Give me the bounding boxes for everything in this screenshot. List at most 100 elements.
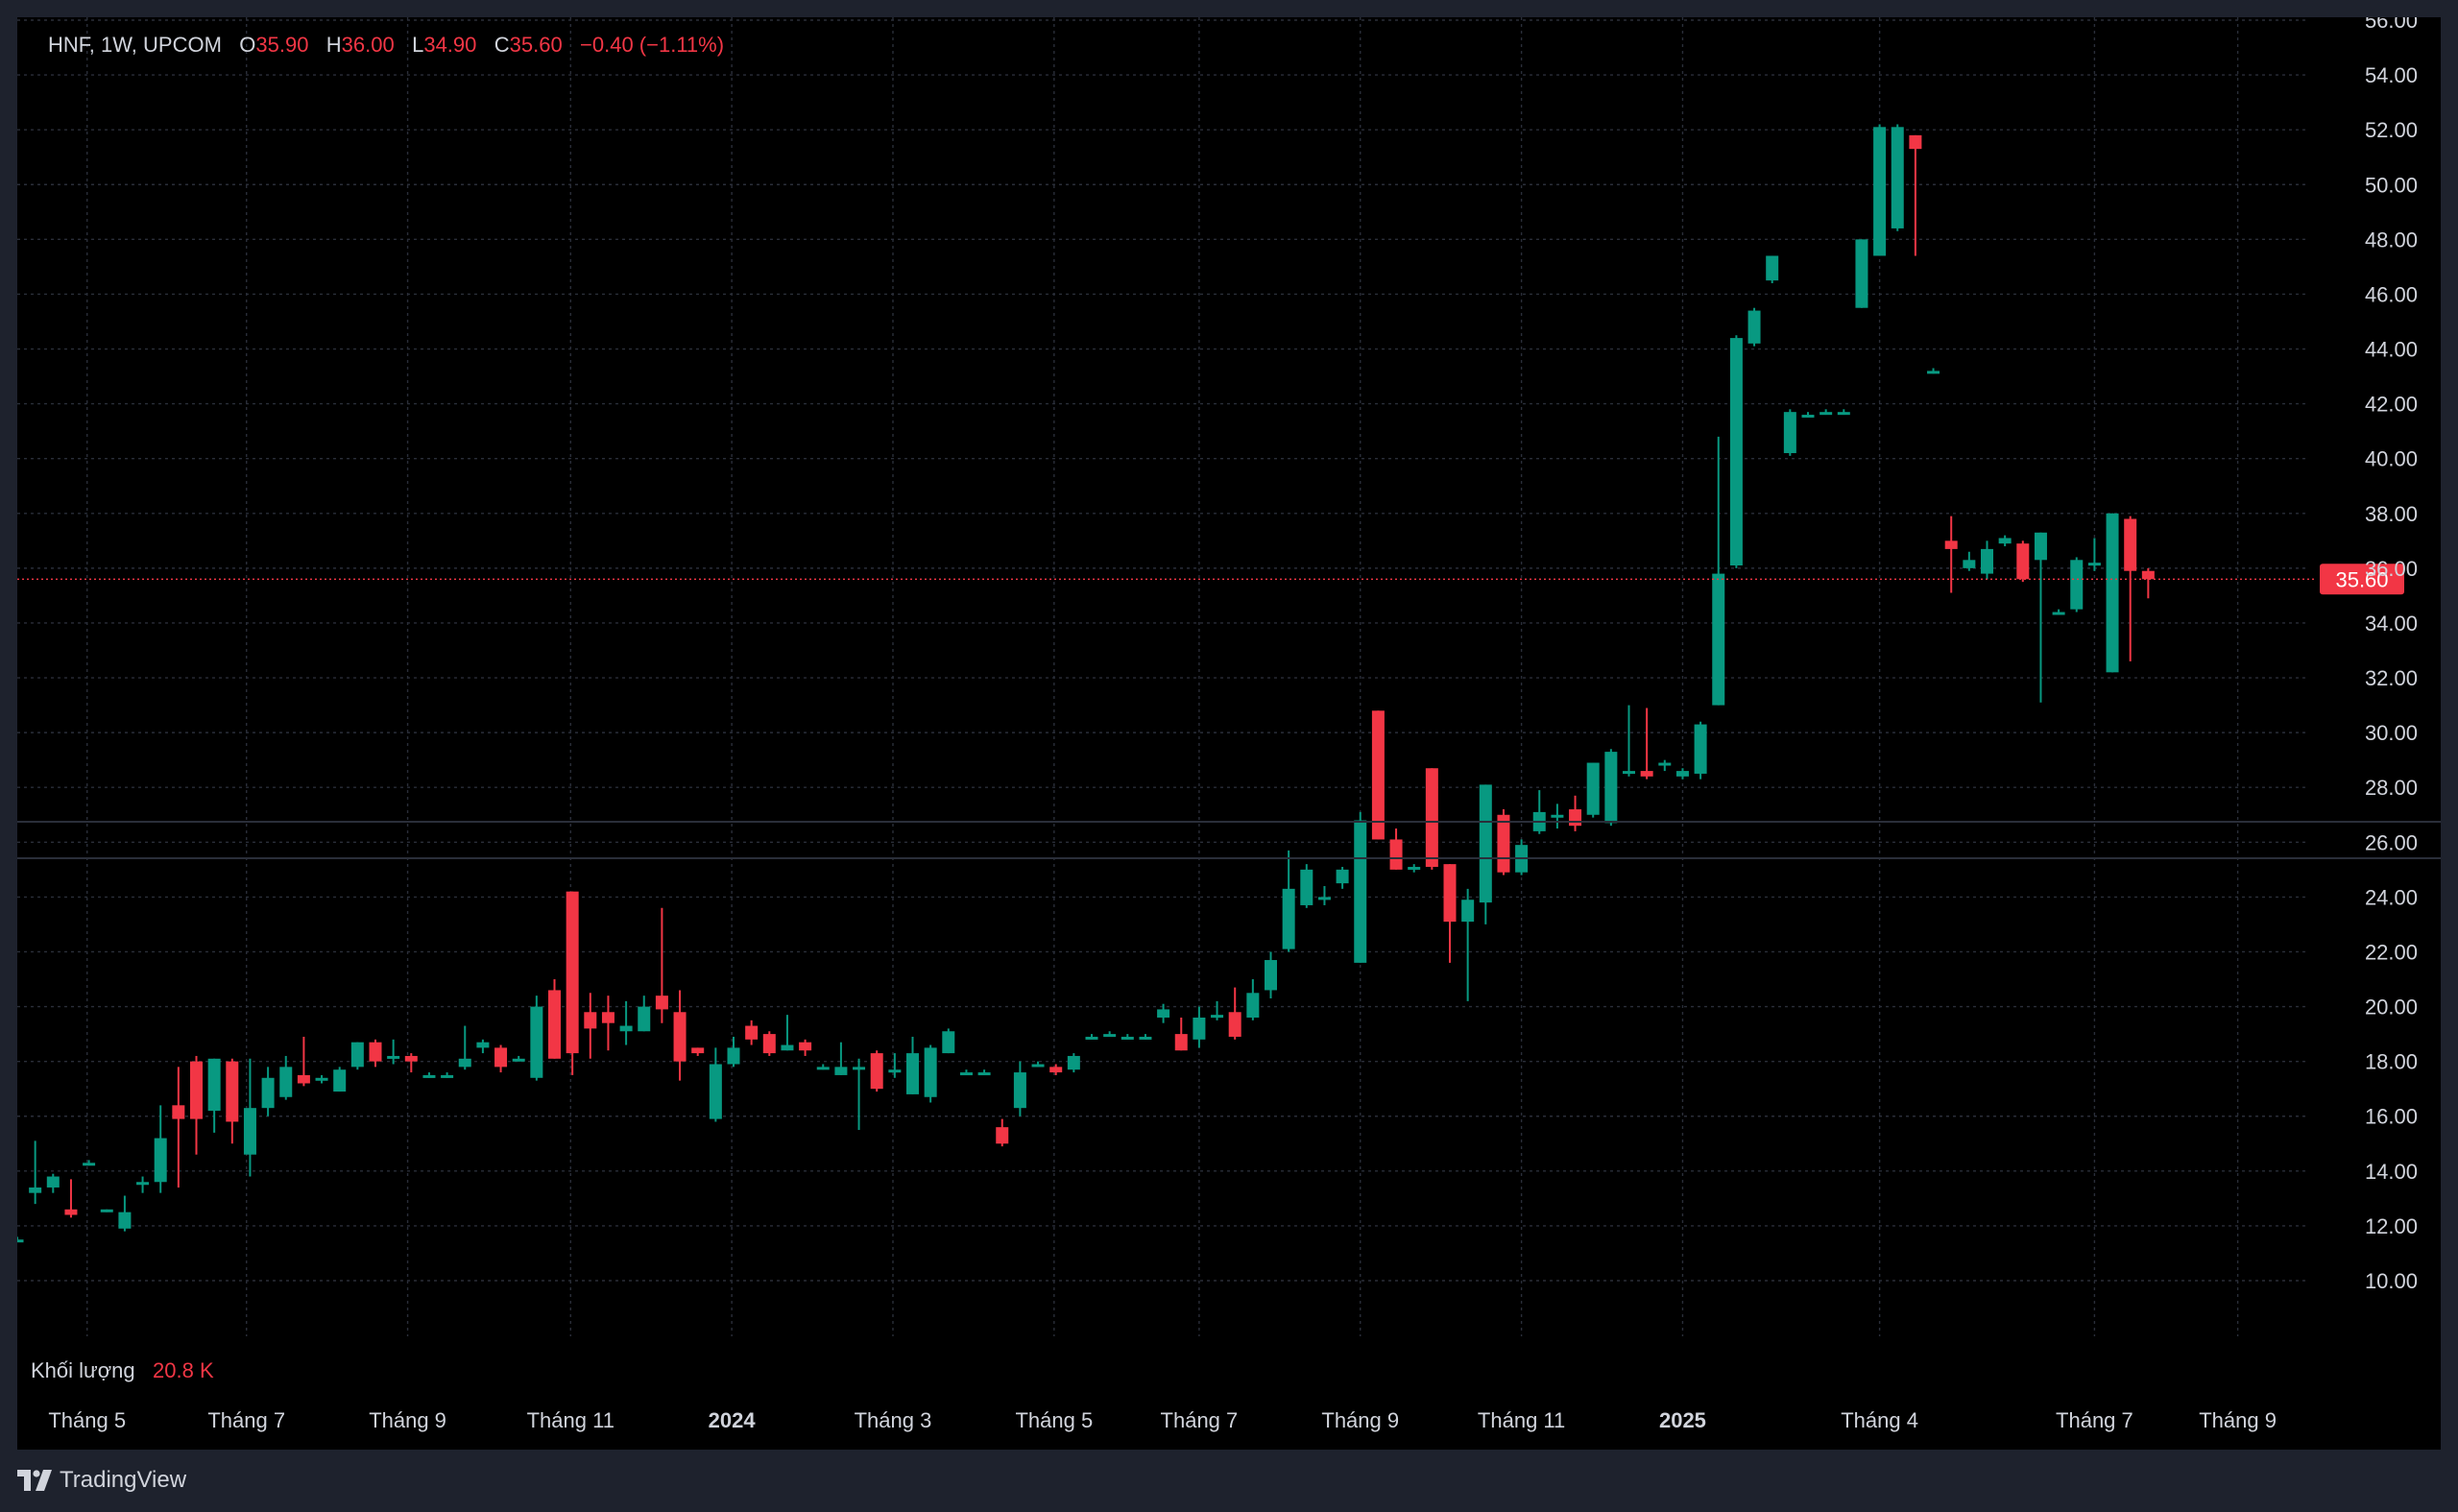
candle-body [1623,771,1635,775]
candle [1981,540,1993,580]
candle [1586,762,1600,818]
candle [2034,532,2047,703]
y-tick-label: 20.00 [2365,996,2418,1020]
candle [619,1000,633,1045]
candle [1228,987,1241,1040]
candle-body [29,1187,42,1193]
tradingview-logo[interactable]: TradingView [17,1467,186,1494]
candle [959,1069,973,1076]
candle [1443,864,1457,963]
candle [1783,409,1796,456]
candle [1085,1034,1098,1040]
y-tick-label: 26.00 [2365,830,2418,854]
candle [422,1072,436,1078]
candle-body [333,1069,347,1092]
candle-body [1103,1034,1117,1038]
candle-body [638,1006,651,1032]
candle-body [279,1067,293,1097]
candle [1013,1061,1026,1116]
candle-body [1747,310,1761,344]
candle-body [494,1047,508,1068]
x-tick-label: Tháng 11 [527,1408,614,1432]
candle-body [1211,1015,1224,1019]
candle-body [709,1064,722,1119]
candle [942,1028,955,1054]
candle [1623,705,1635,777]
close-value: 35.60 [509,33,563,57]
candle-body [566,891,579,1054]
candle [530,996,543,1081]
candle [1944,516,1958,593]
candle-body [584,1012,597,1029]
candle-body [2070,560,2084,610]
candle-body [1675,771,1689,777]
y-tick-label: 10.00 [2365,1269,2418,1293]
candle [1604,749,1618,827]
candle [1139,1034,1152,1040]
candlestick-chart[interactable]: 35.60 10.00 12.00 14.00 16.00 18.00 20.00 22.0… [17,17,2441,1450]
candle-body [924,1047,937,1097]
candle [261,1067,275,1116]
candle [1998,535,2012,547]
open-label: O [239,33,256,57]
candle [387,1039,400,1065]
price-axis: 10.00 12.00 14.00 16.00 18.00 20.00 22.00 24.00… [2365,17,2418,1293]
y-tick-label: 52.00 [2365,118,2418,142]
candle-body [1801,415,1815,419]
candle-body [1694,724,1707,774]
candle-body [1228,1012,1241,1037]
x-tick-label: Tháng 3 [855,1408,932,1432]
candle [727,1036,740,1068]
candle-body [243,1108,256,1155]
candle-body [1909,134,1922,150]
symbol-legend[interactable]: HNF, 1W, UPCOM O35.90 H36.00 L34.90 C35.… [48,33,724,58]
candle-body [942,1031,955,1054]
x-tick-label: Tháng 4 [1841,1408,1918,1432]
candle-body [1389,839,1403,870]
candle [458,1025,471,1070]
candle [350,1042,364,1070]
candle [2016,540,2030,583]
candle-body [1497,814,1510,873]
candle-body [2016,543,2030,580]
candle [1211,1000,1224,1020]
candle-body [1425,768,1438,867]
x-tick-label: 2024 [709,1408,757,1432]
candle [154,1105,167,1193]
candle [977,1069,991,1076]
candle-body [1569,809,1582,827]
candle [1336,866,1349,889]
candle [1265,951,1277,999]
candle [2106,513,2119,673]
high-value: 36.00 [341,33,395,57]
candle [888,1053,902,1078]
candle-body [1265,960,1277,991]
candle-body [1354,820,1367,963]
candle-body [870,1053,883,1090]
y-tick-label: 24.00 [2365,885,2418,909]
candle-body [1157,1009,1170,1018]
candle [207,1058,221,1133]
candle [1909,134,1922,256]
candle [1246,979,1260,1020]
candle-body [977,1072,991,1076]
candle-body [888,1069,902,1073]
candle-body [2124,518,2137,571]
candle [190,1055,203,1155]
low-value: 34.90 [423,33,477,57]
y-tick-label: 40.00 [2365,447,2418,471]
candle [2052,609,2065,615]
candle [1157,1003,1170,1023]
volume-legend-text[interactable]: Khối lượng 20.8 K [31,1358,214,1383]
x-tick-label: Tháng 7 [1161,1408,1239,1432]
candle [476,1039,490,1054]
candle [136,1176,150,1193]
candle-body [1049,1067,1063,1073]
candle [1658,759,1672,772]
candle-body [100,1209,113,1212]
y-tick-label: 32.00 [2365,666,2418,690]
candle-body [1282,888,1295,949]
candle-body [369,1042,382,1062]
candle [1497,809,1510,876]
candle-body [1551,814,1564,818]
